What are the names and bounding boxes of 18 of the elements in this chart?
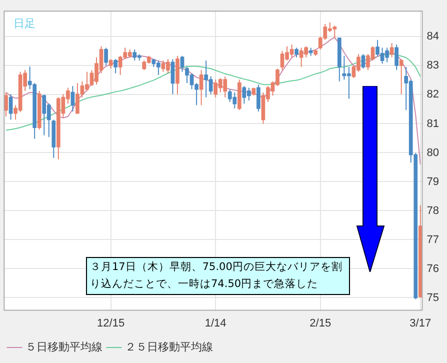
y-tick-label: 82	[426, 88, 440, 101]
x-tick-label: 1/14	[204, 317, 226, 330]
legend-label: ２５日移動平均線	[125, 342, 213, 354]
text: 日足	[14, 16, 36, 30]
annotation: ３月17日（木）早朝、75.00円の巨大なバリアを割り込んだことで、一時は74.50円まで急落した	[86, 257, 350, 295]
y-tick-label: 83	[426, 60, 440, 72]
y-tick-label: 79	[426, 176, 440, 188]
x-tick-label: 2/15	[310, 317, 332, 330]
legend-label: ５日移動平均線	[26, 342, 102, 354]
x-tick-label: 12/15	[97, 317, 125, 330]
y-tick-label: 78	[426, 204, 440, 217]
y-tick-label: 80	[426, 146, 440, 159]
x-tick-label: 3/17	[410, 317, 432, 330]
y-tick-label: 81	[426, 118, 440, 130]
y-tick-label: 76	[426, 262, 440, 275]
y-tick-label: 77	[426, 234, 440, 246]
y-tick-label: 75	[426, 292, 440, 304]
y-tick-label: 84	[426, 30, 440, 43]
